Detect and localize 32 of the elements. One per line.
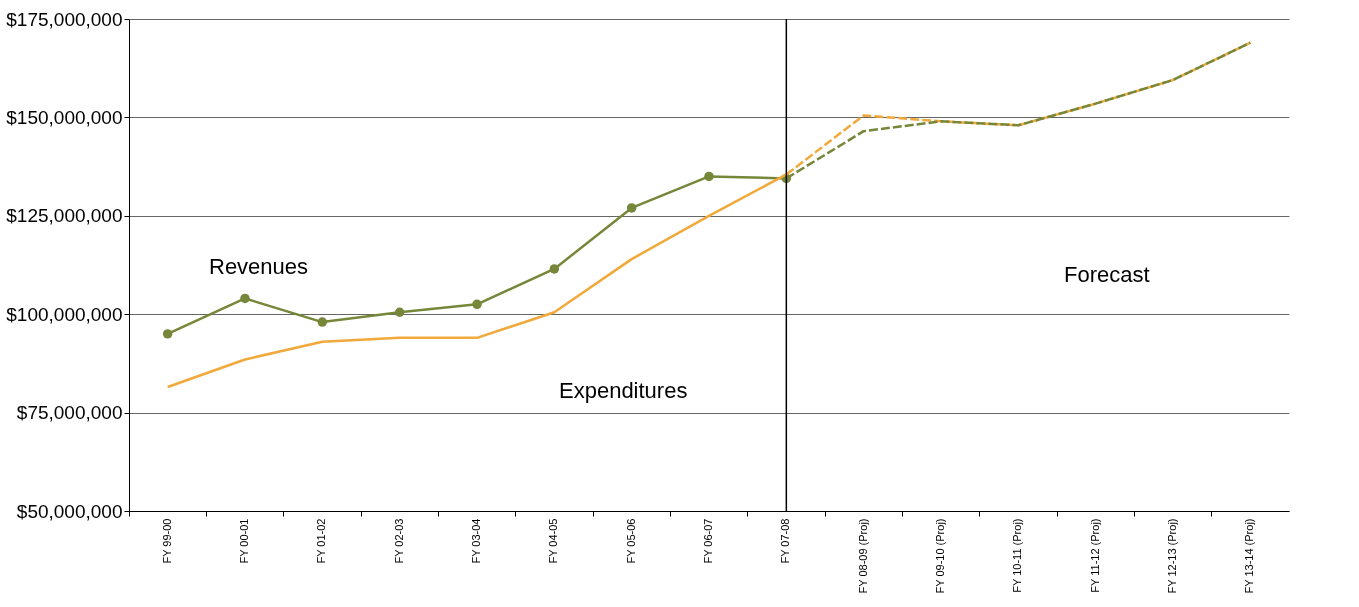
point xyxy=(704,171,714,182)
y-tick-label: $75,000,000 xyxy=(16,402,123,424)
y-tick-label: $175,000,000 xyxy=(6,8,123,30)
x-tick-label: FY 07-08 xyxy=(779,518,792,564)
annotation: Forecast xyxy=(1064,262,1150,287)
point xyxy=(317,317,328,327)
x-tick-label: FY 05-06 xyxy=(624,518,637,564)
x-tick-label: FY 01-02 xyxy=(315,518,328,564)
annotation: Expenditures xyxy=(559,378,688,403)
y-tick-label: $150,000,000 xyxy=(6,106,123,128)
annotation: Revenues xyxy=(209,254,309,279)
x-tick-label: FY 04-05 xyxy=(547,518,560,564)
x-tick-label: FY 03-04 xyxy=(470,518,482,564)
x-tick-label: FY 08-09 (Proj) xyxy=(856,518,869,594)
point xyxy=(240,293,250,304)
point xyxy=(162,329,173,339)
x-tick-label: FY 10-11 (Proj) xyxy=(1011,518,1024,593)
x-tick-label: FY 11-12 (Proj) xyxy=(1088,518,1101,593)
x-tick-label: FY 12-13 (Proj) xyxy=(1166,518,1178,594)
x-tick-label: FY 00-01 xyxy=(238,518,250,564)
x-tick-label: FY 13-14 (Proj) xyxy=(1243,518,1256,594)
point xyxy=(472,299,482,310)
x-tick-label: FY 99-00 xyxy=(160,518,173,564)
point xyxy=(394,307,405,317)
y-tick-label: $50,000,000 xyxy=(16,500,123,522)
y-tick-label: $100,000,000 xyxy=(6,303,123,325)
y-tick-label: $125,000,000 xyxy=(6,205,123,227)
x-tick-label: FY 09-10 (Proj) xyxy=(934,518,946,594)
point xyxy=(549,264,560,274)
x-tick-label: FY 02-03 xyxy=(392,518,405,564)
x-tick-label: FY 06-07 xyxy=(702,518,714,564)
point xyxy=(626,203,637,213)
